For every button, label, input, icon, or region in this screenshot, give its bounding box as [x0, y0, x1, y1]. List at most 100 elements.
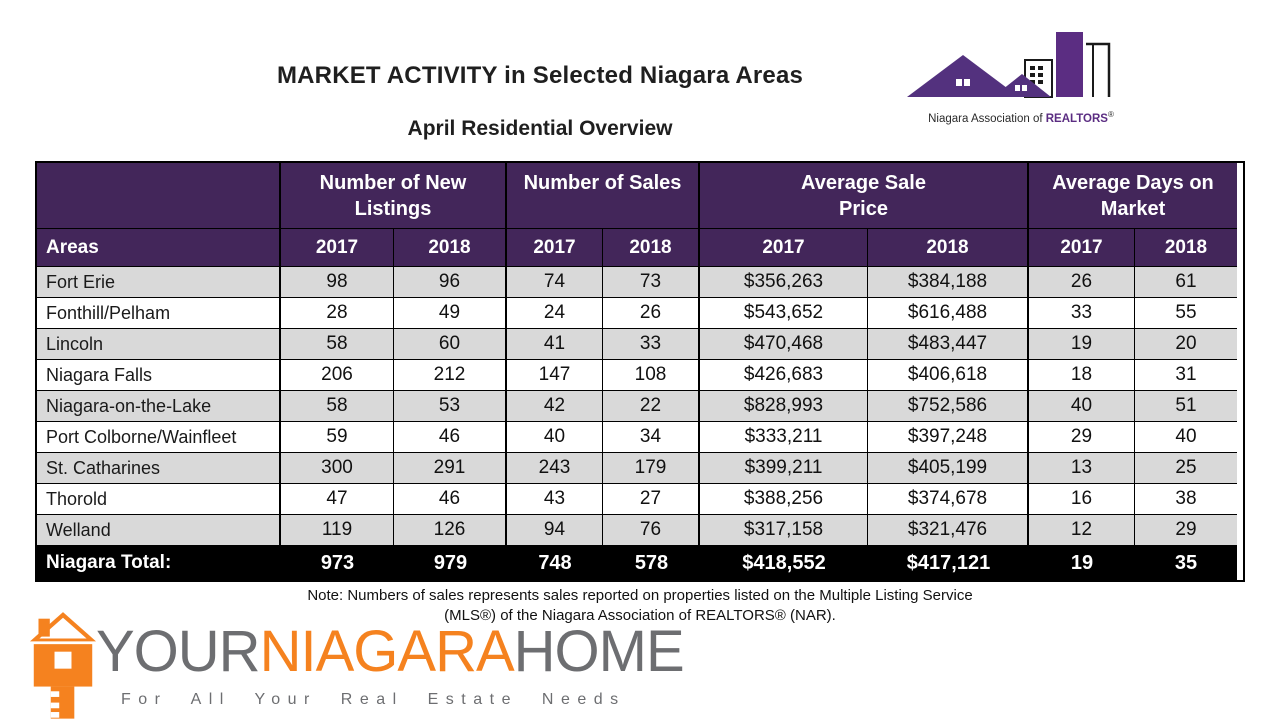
area-cell: Port Colborne/Wainfleet — [37, 422, 281, 453]
header-corner-cell — [37, 163, 281, 229]
header-group-line: Average Days on — [1052, 172, 1214, 194]
market-activity-table: Number of New Listings Number of Sales A… — [35, 161, 1245, 582]
value-cell: $406,618 — [868, 360, 1029, 391]
header-group-line: Market — [1100, 198, 1166, 220]
value-cell: 300 — [281, 453, 394, 484]
value-cell: 126 — [394, 515, 507, 546]
value-cell: 41 — [507, 329, 603, 360]
nar-caption-brand: REALTORS — [1045, 112, 1108, 125]
nar-caption-prefix: Niagara Association of — [928, 112, 1046, 125]
total-value-cell: 748 — [507, 546, 603, 580]
total-value-cell: $418,552 — [700, 546, 868, 580]
value-cell: 26 — [1029, 267, 1135, 298]
your-niagara-home-wordmark: YOURNIAGARAHOME — [96, 619, 685, 684]
nar-skyline-icon — [907, 32, 1111, 98]
total-value-cell: 973 — [281, 546, 394, 580]
value-cell: 212 — [394, 360, 507, 391]
header-group-line: Average Sale — [801, 172, 926, 194]
value-cell: $333,211 — [700, 422, 868, 453]
value-cell: 147 — [507, 360, 603, 391]
value-cell: 98 — [281, 267, 394, 298]
wordmark-tagline: For All Your Real Estate Needs — [121, 691, 626, 708]
header-group-days-on-market: Average Days on Market — [1029, 163, 1237, 229]
header-year: 2017 — [700, 229, 868, 267]
total-value-cell: 19 — [1029, 546, 1135, 580]
header-group-sales: Number of Sales — [507, 163, 700, 229]
value-cell: 74 — [507, 267, 603, 298]
value-cell: 73 — [603, 267, 700, 298]
value-cell: 51 — [1135, 391, 1237, 422]
area-cell: Fonthill/Pelham — [37, 298, 281, 329]
area-cell: Lincoln — [37, 329, 281, 360]
total-value-cell: 35 — [1135, 546, 1237, 580]
value-cell: 40 — [1135, 422, 1237, 453]
total-value-cell: 979 — [394, 546, 507, 580]
page-subtitle: April Residential Overview — [407, 117, 673, 140]
value-cell: 24 — [507, 298, 603, 329]
value-cell: 46 — [394, 484, 507, 515]
value-cell: $543,652 — [700, 298, 868, 329]
value-cell: 34 — [603, 422, 700, 453]
value-cell: 108 — [603, 360, 700, 391]
value-cell: 33 — [1029, 298, 1135, 329]
nar-caption-registered-mark: ® — [1107, 110, 1114, 119]
value-cell: 47 — [281, 484, 394, 515]
header-group-avg-price: Average Sale Price — [700, 163, 1029, 229]
value-cell: 40 — [1029, 391, 1135, 422]
header-year: 2018 — [868, 229, 1029, 267]
header-group-line: Number of New — [319, 172, 467, 194]
value-cell: $321,476 — [868, 515, 1029, 546]
value-cell: 206 — [281, 360, 394, 391]
value-cell: 46 — [394, 422, 507, 453]
value-cell: 29 — [1135, 515, 1237, 546]
value-cell: 31 — [1135, 360, 1237, 391]
value-cell: $356,263 — [700, 267, 868, 298]
header-group-new-listings: Number of New Listings — [281, 163, 507, 229]
value-cell: 291 — [394, 453, 507, 484]
value-cell: 13 — [1029, 453, 1135, 484]
value-cell: $828,993 — [700, 391, 868, 422]
value-cell: 28 — [281, 298, 394, 329]
header-year: 2018 — [603, 229, 700, 267]
value-cell: 61 — [1135, 267, 1237, 298]
value-cell: 94 — [507, 515, 603, 546]
value-cell: 26 — [603, 298, 700, 329]
value-cell: 49 — [394, 298, 507, 329]
value-cell: 55 — [1135, 298, 1237, 329]
wordmark-niagara: NIAGARA — [259, 619, 515, 684]
value-cell: 60 — [394, 329, 507, 360]
value-cell: $426,683 — [700, 360, 868, 391]
header-year: 2017 — [281, 229, 394, 267]
value-cell: 18 — [1029, 360, 1135, 391]
total-value-cell: $417,121 — [868, 546, 1029, 580]
wordmark-your: YOUR — [96, 619, 261, 684]
footnote-line-2: (MLS®) of the Niagara Association of REA… — [444, 607, 836, 624]
header-year: 2017 — [507, 229, 603, 267]
value-cell: 58 — [281, 329, 394, 360]
value-cell: $397,248 — [868, 422, 1029, 453]
area-cell: St. Catharines — [37, 453, 281, 484]
page-title: MARKET ACTIVITY in Selected Niagara Area… — [276, 62, 804, 89]
area-cell: Welland — [37, 515, 281, 546]
value-cell: $384,188 — [868, 267, 1029, 298]
value-cell: 19 — [1029, 329, 1135, 360]
area-cell: Niagara Falls — [37, 360, 281, 391]
value-cell: 96 — [394, 267, 507, 298]
value-cell: 33 — [603, 329, 700, 360]
value-cell: 58 — [281, 391, 394, 422]
nar-logo: Niagara Association of REALTORS® — [903, 26, 1143, 125]
value-cell: 25 — [1135, 453, 1237, 484]
area-cell: Thorold — [37, 484, 281, 515]
value-cell: $388,256 — [700, 484, 868, 515]
nar-caption: Niagara Association of REALTORS® — [891, 110, 1151, 125]
value-cell: $470,468 — [700, 329, 868, 360]
value-cell: $374,678 — [868, 484, 1029, 515]
value-cell: $752,586 — [868, 391, 1029, 422]
value-cell: 76 — [603, 515, 700, 546]
house-key-icon — [30, 612, 96, 719]
table-footnote: Note: Numbers of sales represents sales … — [0, 586, 1280, 626]
value-cell: 179 — [603, 453, 700, 484]
value-cell: 22 — [603, 391, 700, 422]
value-cell: 43 — [507, 484, 603, 515]
